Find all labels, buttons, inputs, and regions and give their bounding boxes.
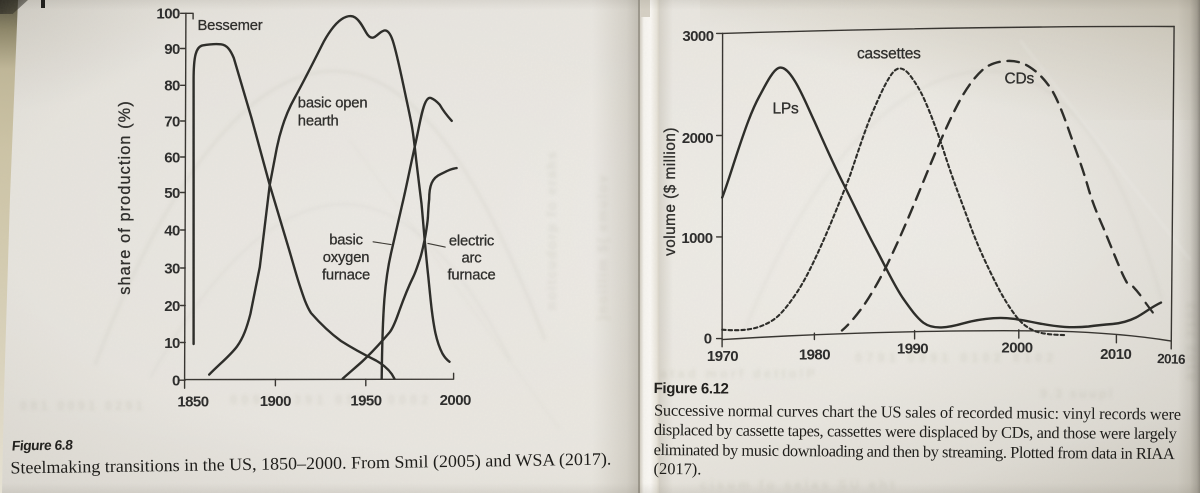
svg-text:Successive normal curves chart: Successive normal curves chart the US sa… xyxy=(654,401,1181,424)
svg-text:Steelmaking transitions in the: Steelmaking transitions in the US, 1850–… xyxy=(10,449,611,478)
svg-text:Figure 6.12: Figure 6.12 xyxy=(654,380,729,398)
svg-text:(2017).: (2017). xyxy=(654,459,702,478)
svg-text:Figure 6.8: Figure 6.8 xyxy=(11,437,74,454)
svg-text:displaced by cassette tapes, c: displaced by cassette tapes, cassettes w… xyxy=(654,420,1178,443)
svg-text:eliminated by music downloadin: eliminated by music downloading and then… xyxy=(654,440,1175,463)
